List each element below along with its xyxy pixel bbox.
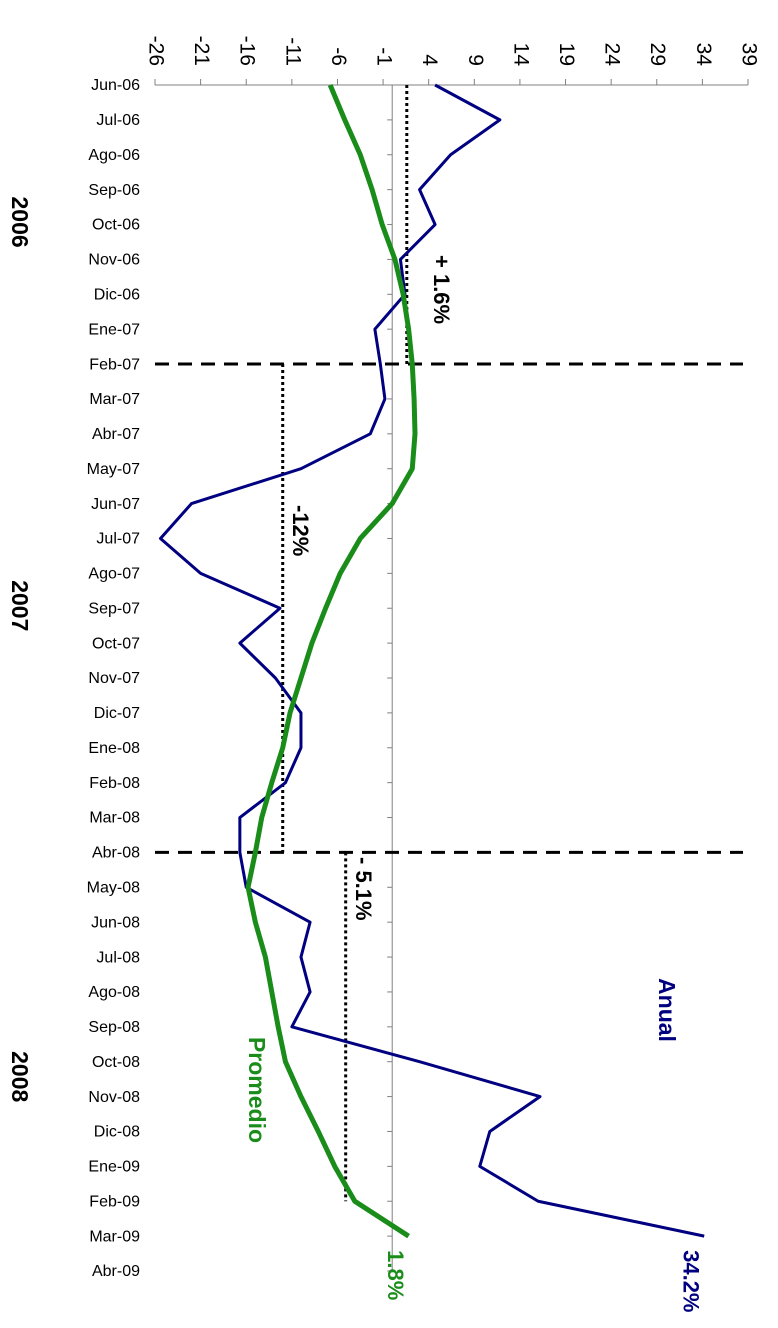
category-label: Feb-07 <box>89 356 140 373</box>
value-tick-label: -6 <box>327 47 350 66</box>
value-tick-label: -26 <box>144 36 167 66</box>
category-label: Ago-06 <box>88 147 140 164</box>
value-tick-label: 29 <box>646 43 669 66</box>
category-label: Dic-06 <box>94 287 140 304</box>
category-label: Oct-08 <box>92 1054 140 1071</box>
category-label: Sep-08 <box>88 1019 140 1036</box>
category-label: Mar-09 <box>89 1228 140 1245</box>
category-label: Jul-08 <box>96 949 140 966</box>
category-label: Ago-08 <box>88 984 140 1001</box>
category-label: Ago-07 <box>88 566 140 583</box>
category-label: Dic-08 <box>94 1124 140 1141</box>
series-label: Promedio <box>244 1037 270 1143</box>
category-label: Ene-08 <box>88 740 140 757</box>
reference-label: -12% <box>288 505 313 556</box>
category-label: Oct-06 <box>92 217 140 234</box>
end-label: 34.2% <box>678 1250 703 1312</box>
reference-label: - 5.1% <box>351 857 376 921</box>
series-line <box>158 83 705 1238</box>
category-label: Sep-07 <box>88 600 140 617</box>
category-label: Nov-07 <box>88 670 140 687</box>
category-label: Jul-06 <box>96 112 140 129</box>
category-label: May-08 <box>87 880 140 897</box>
year-label: 2008 <box>7 1051 33 1102</box>
value-tick-label: 19 <box>555 43 578 66</box>
category-label: May-07 <box>87 461 140 478</box>
value-tick-label: -1 <box>373 47 396 66</box>
category-label: Jun-08 <box>91 914 140 931</box>
category-label: Sep-06 <box>88 182 140 199</box>
category-label: Jul-07 <box>96 531 140 548</box>
category-label: Mar-08 <box>89 810 140 827</box>
value-tick-label: -11 <box>281 37 304 66</box>
value-tick-label: 14 <box>509 43 532 67</box>
value-tick-label: 9 <box>464 54 487 66</box>
series-line <box>245 84 418 1239</box>
category-label: Jun-07 <box>91 496 140 513</box>
year-label: 2007 <box>7 580 33 631</box>
category-label: Mar-07 <box>89 391 140 408</box>
category-label: Dic-07 <box>94 705 140 722</box>
category-label: Feb-08 <box>89 775 140 792</box>
category-label: Jun-06 <box>91 77 140 94</box>
value-tick-label: -21 <box>190 36 213 66</box>
value-tick-label: 34 <box>692 43 715 67</box>
category-label: Nov-08 <box>88 1089 140 1106</box>
series-label: Anual <box>654 978 680 1042</box>
category-label: Feb-09 <box>89 1193 140 1210</box>
value-tick-label: -16 <box>236 36 259 66</box>
value-tick-label: 4 <box>418 54 441 66</box>
value-tick-label: 39 <box>737 43 760 66</box>
year-label: 2006 <box>7 197 33 248</box>
category-label: Ene-09 <box>88 1159 140 1176</box>
end-label: 1.8% <box>383 1250 408 1300</box>
category-label: Oct-07 <box>92 635 140 652</box>
category-label: Abr-09 <box>92 1263 140 1280</box>
category-label: Abr-08 <box>92 845 140 862</box>
category-label: Ene-07 <box>88 321 140 338</box>
reference-label: + 1.6% <box>429 255 454 324</box>
value-tick-label: 24 <box>601 43 624 67</box>
category-label: Nov-06 <box>88 252 140 269</box>
category-label: Abr-07 <box>92 426 140 443</box>
